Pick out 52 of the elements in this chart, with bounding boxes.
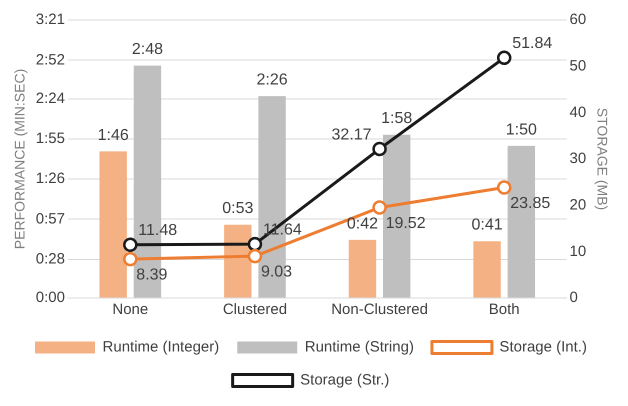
y2-tick-label: 0 [570,289,578,306]
y-tick-label: 0:57 [36,210,65,228]
data-label: 23.85 [510,194,550,212]
data-label: 9.03 [260,264,292,281]
y2-axis-title: STORAGE (MB) [594,108,611,210]
data-label: 0:41 [471,216,503,234]
bar [224,224,252,298]
bar [348,240,376,298]
y2-tick-label: 10 [570,242,586,260]
point [496,50,512,66]
x-tick-label: Both [488,301,520,318]
x-tick-label: None [112,301,148,318]
point [123,252,138,266]
y-tick-label: 1:55 [36,130,65,148]
data-label: 19.52 [386,214,426,232]
data-label: 1:58 [381,110,412,128]
y-tick-label: 0:28 [36,250,65,268]
data-label: 1:50 [506,121,538,138]
y-tick-label: 3:21 [36,11,65,28]
point [372,142,387,156]
data-label: 32.17 [332,126,372,144]
legend-label: Storage (Int.) [499,338,587,356]
point [372,200,387,215]
y2-tick-label: 40 [570,104,586,121]
y-tick-label: 0:00 [36,289,65,306]
x-tick-label: Clustered [222,301,288,318]
legend-label: Storage (Str.) [300,372,390,389]
y-axis-title: PERFORMANCE (MIN:SEC) [11,68,28,250]
data-label: 8.39 [136,266,168,284]
data-label: 1:46 [98,126,129,144]
point [248,248,262,264]
data-label: 11.48 [138,222,178,240]
point [496,180,512,195]
point [123,238,138,252]
data-label: 0:42 [346,215,378,232]
legend-label: Runtime (Integer) [102,338,220,356]
x-tick-label: Non-Clustered [331,301,428,318]
data-label: 2:48 [132,41,164,58]
legend-label: Runtime (String) [304,338,414,356]
bar [99,151,127,298]
point [248,236,262,252]
y2-tick-label: 50 [570,57,586,74]
y-tick-label: 2:52 [36,51,65,68]
y2-tick-label: 60 [570,11,586,28]
y-tick-label: 2:24 [36,90,65,107]
y2-tick-label: 20 [570,196,586,214]
data-label: 2:26 [256,71,288,88]
y-tick-label: 1:26 [36,170,65,188]
y2-tick-label: 30 [570,150,586,168]
bar [473,241,501,298]
data-label: 0:53 [222,200,254,218]
data-label: 51.84 [512,35,552,52]
